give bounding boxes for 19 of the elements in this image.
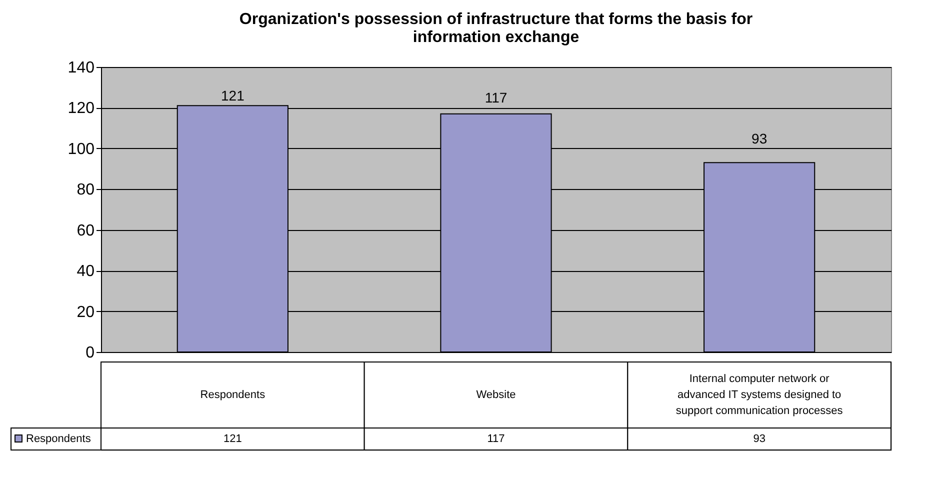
y-tick-label: 140: [68, 60, 95, 76]
data-label: 121: [223, 433, 242, 445]
y-tick-label: 0: [86, 344, 95, 362]
y-tick-label: 60: [76, 222, 95, 240]
x-tick-label: Internal computer network or advanced IT systems designed to support communication processes: [676, 373, 844, 417]
y-tick-label: 100: [68, 140, 95, 158]
legend-label: Respondents: [26, 433, 92, 445]
text: 121: [220, 88, 244, 104]
text: 117: [484, 90, 508, 106]
y-tick-label: 120: [68, 100, 95, 118]
x-tick-label: Website: [476, 389, 516, 401]
x-tick-label: Respondents: [200, 389, 266, 401]
chart-title: Organization's possession of infrastructure that forms the basis for information exchange: [239, 11, 753, 46]
y-tick-label: 80: [76, 182, 95, 199]
y-tick-label: 40: [76, 263, 95, 280]
text: 93: [752, 130, 768, 146]
data-label: 117: [487, 433, 505, 445]
y-tick-label: 20: [76, 304, 95, 321]
data-label: 93: [753, 433, 766, 445]
